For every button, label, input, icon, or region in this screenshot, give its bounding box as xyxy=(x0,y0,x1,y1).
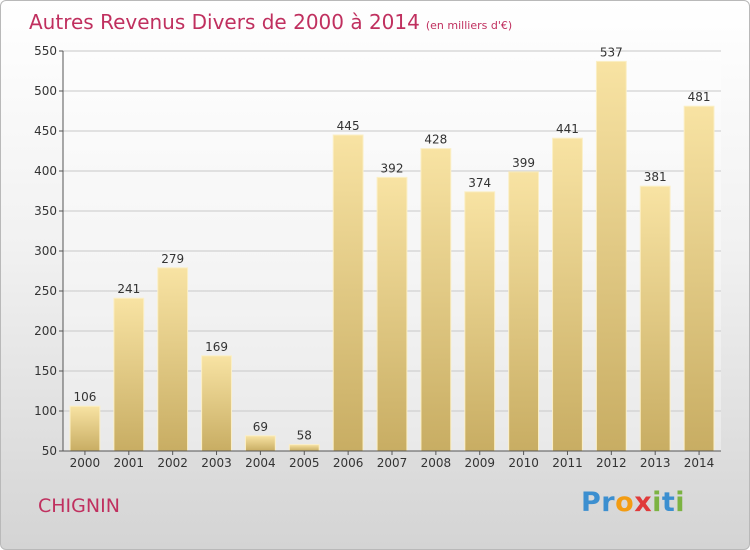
x-tick-label-2000: 2000 xyxy=(70,456,101,470)
y-tick-label: 300 xyxy=(34,244,57,258)
bar-2000 xyxy=(69,405,101,452)
y-tick-label: 50 xyxy=(42,444,57,458)
x-tick-label-2001: 2001 xyxy=(114,456,145,470)
y-tick-label: 450 xyxy=(34,124,57,138)
y-tick-label: 350 xyxy=(34,204,57,218)
logo-letter: o xyxy=(615,487,635,518)
x-tick-label-2002: 2002 xyxy=(157,456,188,470)
data-label-2007: 392 xyxy=(381,161,404,175)
x-tick-label-2014: 2014 xyxy=(684,456,715,470)
logo-letter: r xyxy=(601,487,616,518)
x-tick-label-2012: 2012 xyxy=(596,456,627,470)
axes: 50 100 150 200 250 300 350 400 450 500 550 2000 2001… xyxy=(34,44,721,470)
data-label-2001: 241 xyxy=(117,282,140,296)
bar-2002 xyxy=(157,267,189,452)
bar-2006 xyxy=(332,134,364,452)
y-tick-label: 500 xyxy=(34,84,57,98)
data-label-2005: 58 xyxy=(297,429,312,443)
bar-2005 xyxy=(288,444,320,452)
data-label-2013: 381 xyxy=(644,170,667,184)
logo-letter: P xyxy=(581,487,602,518)
logo-letter: t xyxy=(661,487,676,518)
bar-2011 xyxy=(552,137,583,452)
bar-2004 xyxy=(244,435,276,452)
data-label-2010: 399 xyxy=(512,156,535,170)
data-label-2000: 106 xyxy=(73,390,96,404)
x-tick-label-2009: 2009 xyxy=(464,456,495,470)
x-tick-label-2003: 2003 xyxy=(201,456,232,470)
x-tick-label-2005: 2005 xyxy=(289,456,320,470)
logo-letter: i xyxy=(675,487,686,518)
y-tick-label: 100 xyxy=(34,404,57,418)
bar-2014 xyxy=(683,105,715,452)
bar-2003 xyxy=(201,355,232,452)
bar-2008 xyxy=(420,148,452,452)
data-label-2011: 441 xyxy=(556,122,579,136)
place-name: CHIGNIN xyxy=(38,495,120,517)
data-label-2002: 279 xyxy=(161,252,184,266)
chart-title-text: Autres Revenus Divers de 2000 à 2014 xyxy=(29,10,420,34)
y-tick-label: 400 xyxy=(34,164,57,178)
bar-2007 xyxy=(376,176,408,452)
data-label-2004: 69 xyxy=(253,420,268,434)
logo-letter: i xyxy=(652,487,662,518)
bar-2012 xyxy=(595,60,627,452)
bars xyxy=(69,60,715,452)
bar-2013 xyxy=(639,185,671,452)
x-tick-label-2006: 2006 xyxy=(333,456,364,470)
x-tick-label-2007: 2007 xyxy=(377,456,408,470)
bar-2010 xyxy=(508,171,540,452)
y-tick-label: 250 xyxy=(34,284,57,298)
data-label-2003: 169 xyxy=(205,340,228,354)
bar-2001 xyxy=(113,297,145,452)
x-tick-label-2004: 2004 xyxy=(245,456,276,470)
proxiti-logo: Proxiti xyxy=(581,487,685,518)
bar-2009 xyxy=(464,191,496,452)
data-label-2012: 537 xyxy=(600,45,623,59)
data-label-2006: 445 xyxy=(337,119,360,133)
x-tick-label-2008: 2008 xyxy=(421,456,452,470)
logo-letter: x xyxy=(634,487,653,518)
y-tick-label: 550 xyxy=(34,44,57,58)
y-tick-label: 200 xyxy=(34,324,57,338)
x-tick-label-2010: 2010 xyxy=(508,456,539,470)
data-label-2008: 428 xyxy=(424,133,447,147)
data-label-2014: 481 xyxy=(688,90,711,104)
x-tick-label-2011: 2011 xyxy=(552,456,583,470)
chart-unit: (en milliers d'€) xyxy=(425,19,513,32)
data-labels: 106 241 279 169 69 58 445 392 428 374 399 441 537 381… xyxy=(73,45,710,442)
chart-title: Autres Revenus Divers de 2000 à 2014 (en … xyxy=(29,10,512,34)
data-label-2009: 374 xyxy=(468,176,491,190)
y-tick-label: 150 xyxy=(34,364,57,378)
x-tick-label-2013: 2013 xyxy=(640,456,671,470)
